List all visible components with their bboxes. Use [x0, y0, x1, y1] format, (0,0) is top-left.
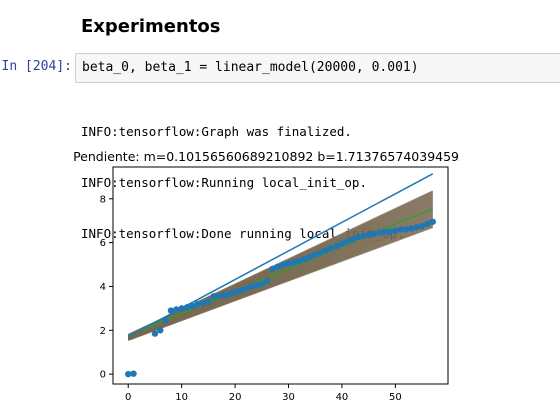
data-point [306, 253, 314, 261]
data-point [312, 251, 319, 258]
output-line: INFO:tensorflow:Graph was finalized. [81, 124, 352, 139]
data-point [408, 225, 415, 232]
code-text[interactable]: beta_0, beta_1 = linear_model(20000, 0.0… [82, 60, 419, 75]
data-point [173, 306, 180, 313]
x-tick-label: 30 [282, 392, 295, 403]
data-point [397, 226, 404, 233]
data-point [290, 259, 298, 266]
data-point [392, 227, 399, 234]
regression-line [127, 173, 434, 338]
fit-line [127, 173, 434, 338]
data-point [381, 228, 388, 235]
green-line [127, 208, 434, 337]
data-point [183, 304, 191, 311]
x-tick-label: 20 [229, 392, 242, 403]
data-point [274, 263, 282, 270]
cell-prompt: In [204]: [1, 59, 72, 74]
y-tick-label: 2 [100, 326, 106, 337]
data-point [402, 226, 410, 233]
data-point [130, 370, 137, 377]
data-point [317, 249, 324, 256]
data-point [125, 370, 132, 378]
axes-frame [112, 166, 449, 385]
data-point [338, 240, 346, 247]
data-point [162, 317, 169, 324]
x-tick-label: 10 [175, 392, 188, 403]
data-point [386, 228, 394, 235]
data-point [157, 327, 164, 334]
scatter-chart: Pendiente: m=0.10156560689210892 b=1.713… [73, 149, 460, 403]
x-tick-label: 50 [389, 392, 402, 403]
data-point [349, 236, 356, 243]
y-axis-ticks: 0 2 4 6 8 [100, 194, 113, 381]
y-tick-label: 4 [100, 282, 106, 293]
data-point [178, 305, 185, 312]
data-point [418, 222, 426, 230]
x-axis-ticks: 0 10 20 30 40 50 [125, 384, 402, 403]
data-point [221, 292, 228, 299]
data-point [360, 232, 367, 240]
y-tick-label: 0 [100, 370, 106, 381]
data-point [215, 293, 223, 300]
data-point [296, 258, 303, 265]
code-cell-input[interactable]: beta_0, beta_1 = linear_model(20000, 0.0… [75, 53, 560, 83]
data-points [125, 218, 436, 378]
data-point [322, 247, 330, 254]
data-point [429, 218, 436, 225]
x-tick-label: 40 [336, 392, 349, 403]
data-point [247, 283, 255, 290]
data-point [210, 293, 217, 300]
data-point [199, 299, 207, 307]
y-tick-label: 6 [100, 238, 106, 249]
output-line: INFO:tensorflow:Running local_init_op. [81, 175, 367, 190]
data-point [301, 255, 308, 263]
data-point [189, 302, 196, 310]
y-tick-label: 8 [100, 194, 106, 205]
data-point [279, 261, 287, 268]
data-point [285, 260, 292, 267]
chart-title: Pendiente: m=0.10156560689210892 b=1.713… [73, 149, 460, 164]
data-point [237, 287, 244, 295]
section-heading: Experimentos [81, 16, 221, 37]
data-point [424, 220, 431, 228]
data-point [231, 288, 239, 296]
data-point [258, 281, 265, 288]
data-point [354, 233, 362, 241]
data-point [205, 298, 212, 306]
data-point [242, 285, 249, 292]
data-point [328, 244, 335, 252]
x-tick-label: 0 [125, 392, 131, 403]
green-fit-line [127, 208, 434, 337]
data-point [413, 224, 420, 231]
data-point [253, 282, 260, 289]
data-point [167, 307, 175, 314]
data-point [263, 277, 271, 285]
data-point [269, 265, 276, 273]
data-point [194, 300, 201, 308]
data-point [376, 229, 383, 236]
data-point [226, 290, 233, 298]
data-point [365, 231, 372, 239]
data-point [344, 238, 351, 245]
data-point [151, 330, 159, 337]
data-point [333, 242, 340, 250]
data-point [370, 230, 378, 238]
